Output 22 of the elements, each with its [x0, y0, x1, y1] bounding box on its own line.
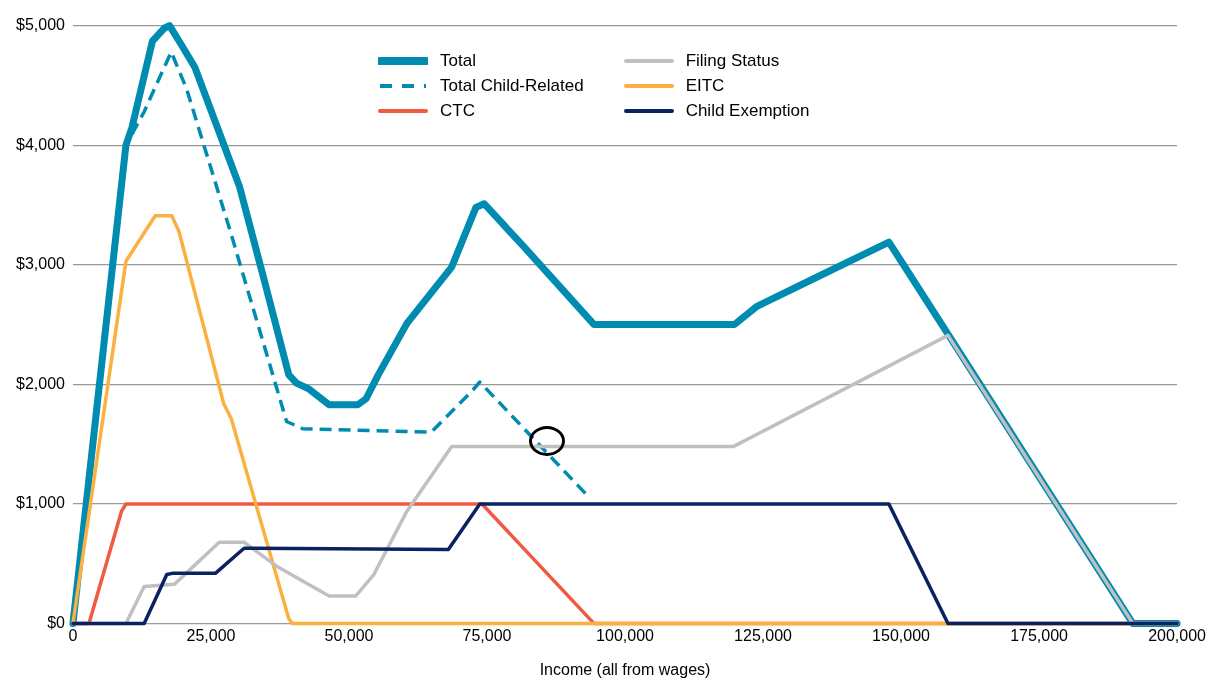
x-tick-label: 0: [68, 626, 78, 644]
y-tick-label: $3,000: [16, 255, 66, 273]
x-tick-label: 175,000: [1010, 626, 1069, 644]
legend-label: Total: [440, 50, 476, 71]
x-tick-label: 200,000: [1148, 626, 1207, 644]
x-tick-label: 75,000: [462, 626, 512, 644]
legend-label: CTC: [440, 100, 475, 121]
y-tick-label: $0: [47, 614, 66, 632]
x-tick-label: 150,000: [872, 626, 931, 644]
y-tick-label: $2,000: [16, 374, 66, 392]
x-axis-title: Income (all from wages): [539, 660, 711, 678]
x-tick-label: 100,000: [596, 626, 655, 644]
y-tick-label: $4,000: [16, 135, 66, 153]
legend-label: Total Child-Related: [440, 75, 584, 96]
x-tick-label: 25,000: [186, 626, 236, 644]
x-tick-label: 125,000: [734, 626, 793, 644]
legend-label: Child Exemption: [685, 100, 810, 121]
x-tick-label: 50,000: [324, 626, 374, 644]
legend-label: Filing Status: [685, 50, 780, 71]
y-tick-label: $5,000: [16, 16, 66, 34]
y-tick-label: $1,000: [16, 494, 66, 512]
legend-label: EITC: [685, 75, 725, 96]
